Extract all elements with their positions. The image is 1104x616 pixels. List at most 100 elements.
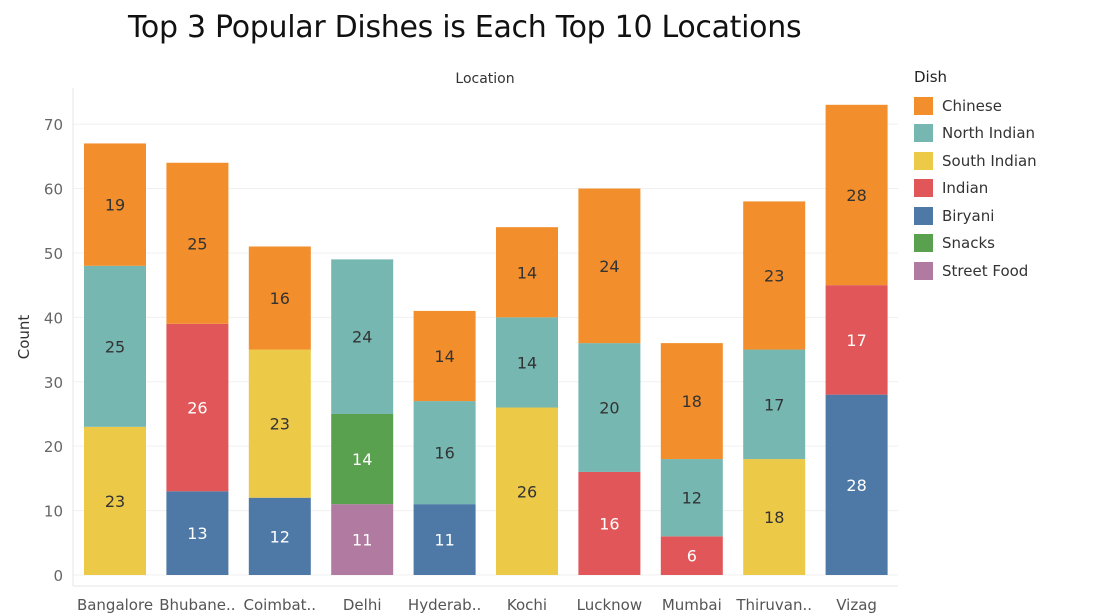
bar-segment: [660, 536, 723, 575]
legend-item[interactable]: Chinese: [914, 92, 1037, 120]
data-label: 16: [599, 514, 619, 533]
bar-segment: [84, 265, 146, 427]
legend-items: Chinese North Indian South Indian Indian Bir…: [914, 92, 1037, 285]
stacked-bar-chart: 0 10 20 30 40 50 60 70 Location Count 23 25 19 Bangal…: [15, 71, 898, 614]
bar-segment: [743, 201, 806, 350]
bar-segment: [331, 259, 394, 414]
legend-swatch: [914, 96, 933, 115]
data-label: 18: [764, 508, 784, 527]
x-tick-label: Thiruvan..: [735, 596, 812, 614]
legend-item[interactable]: Street Food: [914, 257, 1037, 285]
data-label: 16: [270, 289, 290, 308]
data-label: 14: [352, 450, 372, 469]
bar-segment: [166, 323, 229, 492]
bar-segment: [825, 394, 888, 575]
legend-item[interactable]: North Indian: [914, 120, 1037, 148]
legend-label: Indian: [942, 179, 989, 198]
x-tick-label: Kochi: [507, 596, 547, 614]
bar-segment: [166, 162, 229, 324]
bar-segment: [578, 343, 641, 472]
data-label: 24: [352, 328, 372, 347]
data-label: 14: [517, 263, 537, 282]
y-tick-label: 60: [44, 181, 63, 199]
legend-swatch: [914, 179, 933, 198]
bar-segment: [248, 246, 311, 350]
bar-segment: [825, 104, 888, 286]
x-tick-label: Bangalore: [77, 596, 153, 614]
y-axis-title: Count: [15, 315, 33, 360]
legend-swatch: [914, 151, 933, 170]
data-label: 13: [187, 524, 207, 543]
legend-label: Street Food: [942, 261, 1029, 280]
y-tick-label: 70: [44, 116, 63, 134]
x-tick-label: Lucknow: [577, 596, 643, 614]
data-label: 24: [599, 257, 619, 276]
data-label: 17: [764, 395, 784, 414]
x-tick-label: Hyderab..: [408, 596, 481, 614]
data-label: 11: [434, 531, 454, 550]
legend-swatch: [914, 261, 933, 280]
data-label: 25: [187, 234, 207, 253]
bar-segment: [331, 413, 394, 505]
data-label: 12: [270, 527, 290, 546]
bar-segment: [743, 459, 806, 575]
x-tick-label: Vizag: [836, 596, 877, 614]
bar-segment: [166, 491, 229, 575]
bar-segment: [496, 317, 558, 408]
legend-label: Biryani: [942, 206, 995, 225]
bar-segment: [660, 343, 723, 460]
data-label: 19: [105, 196, 125, 215]
legend-swatch: [914, 234, 933, 253]
legend-label: Snacks: [942, 234, 995, 253]
data-label: 26: [517, 482, 537, 501]
x-tick-label: Bhubane..: [159, 596, 235, 614]
bar-segment: [413, 401, 476, 505]
data-label: 23: [105, 492, 125, 511]
bar-segment: [248, 497, 311, 575]
data-label: 23: [764, 266, 784, 285]
legend-item[interactable]: Indian: [914, 175, 1037, 203]
legend-item[interactable]: South Indian: [914, 147, 1037, 175]
data-label: 14: [517, 353, 537, 372]
data-label: 17: [846, 331, 866, 350]
y-tick-label: 40: [44, 309, 63, 327]
x-axis-title: Location: [455, 71, 514, 87]
bar-segment: [825, 285, 888, 395]
bar-segment: [578, 471, 641, 575]
y-tick-label: 20: [44, 438, 63, 456]
legend: Dish Chinese North Indian South Indian Indi…: [914, 68, 1037, 285]
legend-title: Dish: [914, 68, 948, 86]
bar-segment: [331, 504, 394, 575]
x-tick-label: Mumbai: [662, 596, 722, 614]
y-tick-label: 10: [44, 503, 63, 521]
bar-segment: [660, 459, 723, 537]
data-label: 14: [434, 347, 454, 366]
bar-segment: [84, 426, 146, 575]
legend-label: South Indian: [942, 151, 1037, 170]
legend-label: North Indian: [942, 124, 1036, 143]
data-label: 25: [105, 337, 125, 356]
bar-segment: [496, 407, 558, 575]
y-tick-label: 30: [44, 374, 63, 392]
chart-title: Top 3 Popular Dishes is Each Top 10 Loca…: [128, 10, 802, 45]
bar-segment: [84, 143, 146, 266]
legend-item[interactable]: Biryani: [914, 202, 1037, 230]
bar-segment: [413, 504, 476, 575]
y-tick-label: 0: [53, 567, 63, 585]
data-label: 11: [352, 531, 372, 550]
data-label: 20: [599, 399, 619, 418]
data-label: 12: [682, 489, 702, 508]
data-label: 28: [846, 186, 866, 205]
data-label: 23: [270, 415, 290, 434]
legend-item[interactable]: Snacks: [914, 230, 1037, 258]
data-label: 28: [846, 476, 866, 495]
bar-segment: [743, 349, 806, 460]
legend-label: Chinese: [942, 96, 1002, 115]
legend-swatch: [914, 124, 933, 143]
y-tick-label: 50: [44, 245, 63, 263]
bar-segment: [496, 227, 558, 318]
data-label: 6: [687, 547, 697, 566]
bar-segment: [248, 349, 311, 498]
data-label: 18: [682, 392, 702, 411]
data-label: 16: [434, 444, 454, 463]
